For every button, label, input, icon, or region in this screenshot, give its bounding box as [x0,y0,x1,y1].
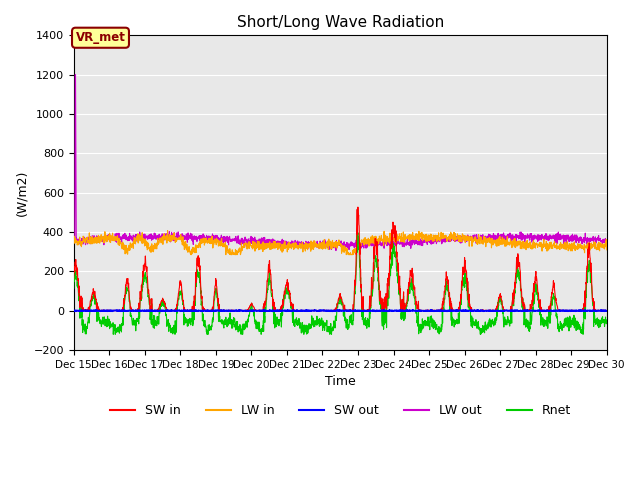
X-axis label: Time: Time [325,375,356,388]
Y-axis label: (W/m2): (W/m2) [15,169,28,216]
Legend: SW in, LW in, SW out, LW out, Rnet: SW in, LW in, SW out, LW out, Rnet [105,399,576,422]
Title: Short/Long Wave Radiation: Short/Long Wave Radiation [237,15,444,30]
Text: VR_met: VR_met [76,31,125,44]
